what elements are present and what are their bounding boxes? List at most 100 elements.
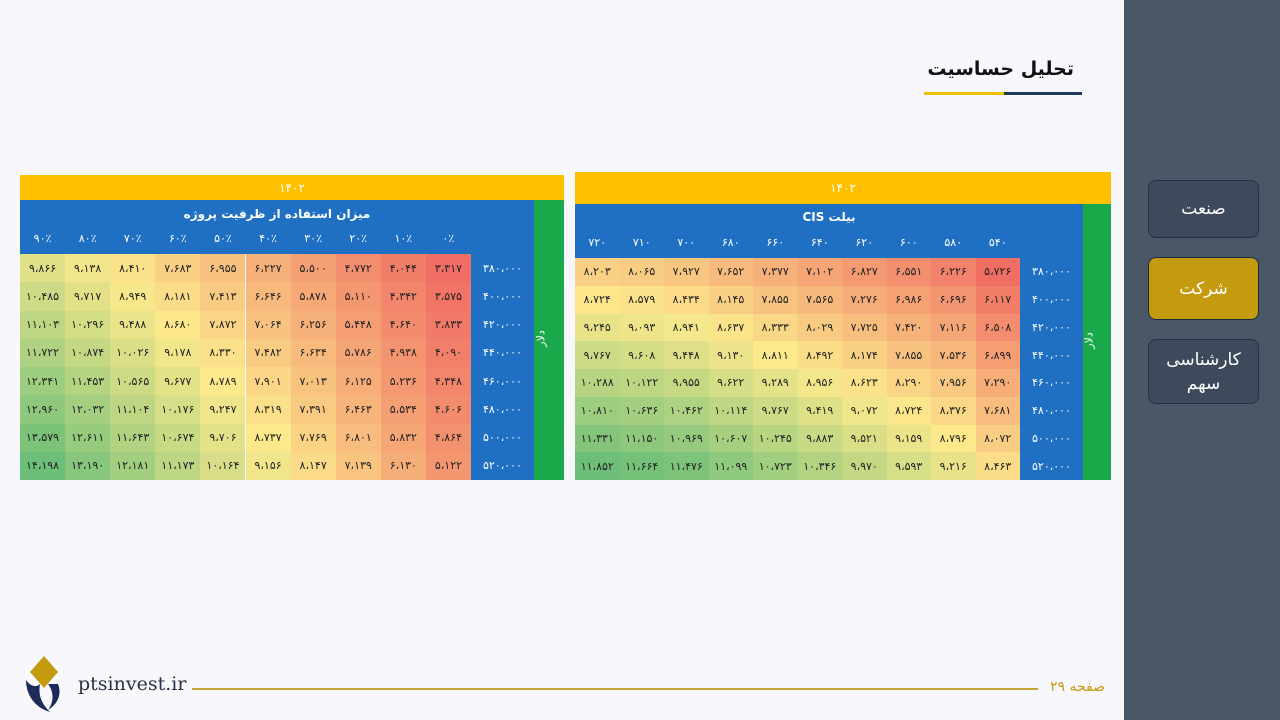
value-cell: ۱۴،۱۹۸ (20, 451, 66, 480)
column-header: ۷۰۰ (677, 236, 696, 249)
nav-stock-valuation-button[interactable]: کارشناسی سهم (1148, 339, 1259, 404)
value-cell: ۷،۳۷۷ (753, 258, 798, 286)
value-cell: ۷،۸۵۵ (886, 341, 931, 369)
column-header: ۷۱۰ (632, 236, 651, 249)
value-cell: ۹،۵۲۱ (842, 424, 887, 453)
value-cell: ۱۱،۰۹۹ (708, 452, 753, 480)
value-cell: ۹،۶۷۷ (155, 367, 201, 396)
value-cell: ۵،۴۴۸ (335, 310, 381, 339)
value-cell: ۴،۰۹۰ (425, 338, 471, 367)
value-cell: ۸،۹۵۶ (797, 369, 842, 397)
value-cell: ۹،۱۳۸ (65, 254, 111, 283)
column-header: ۷۲۰ (588, 236, 607, 249)
value-cell: ۸،۶۳۷ (708, 313, 753, 342)
row-header: ۵۰۰،۰۰۰ (483, 431, 522, 445)
value-cell: ۷،۹۲۷ (664, 258, 709, 286)
value-cell: ۵،۸۳۲ (380, 423, 426, 452)
value-cell: ۷،۴۱۳ (200, 282, 246, 311)
value-cell: ۸،۷۸۹ (200, 367, 246, 396)
row-header: ۴۸۰،۰۰۰ (483, 402, 522, 416)
value-cell: ۹،۰۹۳ (619, 313, 664, 342)
nav-company-button[interactable]: شرکت (1148, 257, 1259, 320)
variable-label: میزان استفاده از ظرفیت پروژه (183, 207, 371, 221)
value-cell: ۸،۶۸۰ (155, 310, 201, 339)
row-header-column: ۳۸۰،۰۰۰ ۴۰۰،۰۰۰ ۴۲۰،۰۰۰ ۴۴۰،۰۰۰ ۴۶۰،۰۰۰ ۴۸۰،۰… (471, 254, 534, 480)
column-header: ۶۴۰ (810, 236, 829, 249)
value-cell: ۱۰،۸۷۴ (65, 338, 111, 367)
page-title: تحلیل حساسیت (927, 58, 1074, 80)
column-header: ۸۰٪ (78, 232, 97, 245)
value-cell: ۷،۵۶۵ (797, 285, 842, 314)
value-cell: ۹،۵۹۳ (886, 452, 931, 480)
column-header: ۵۸۰ (944, 236, 963, 249)
page-number: صفحه ۲۹ (1050, 679, 1106, 695)
value-cell: ۱۰،۴۶۲ (664, 396, 709, 425)
value-cell: ۶،۲۵۶ (290, 310, 336, 339)
column-header: ۲۰٪ (349, 232, 368, 245)
website-link[interactable]: ptsinvest.ir (78, 673, 187, 695)
title-underline-gold (924, 92, 1004, 95)
value-cell: ۶،۹۸۶ (886, 285, 931, 314)
value-cell: ۱۰،۶۳۶ (619, 396, 664, 425)
value-cell: ۱۰،۱۷۶ (155, 395, 201, 424)
value-cell: ۷،۶۸۳ (155, 254, 201, 283)
column-header: ۰٪ (442, 232, 455, 245)
value-cell: ۱۱،۴۵۳ (65, 367, 111, 396)
value-cell: ۸،۹۴۹ (110, 282, 156, 311)
value-cell: ۶،۸۲۷ (842, 258, 887, 286)
value-cell: ۶،۶۴۶ (245, 282, 291, 311)
value-cell: ۵،۸۷۸ (290, 282, 336, 311)
value-cell: ۶،۱۳۰ (380, 451, 426, 480)
value-cell: ۳،۳۱۷ (425, 254, 471, 283)
value-cell: ۷،۸۷۲ (200, 310, 246, 339)
variable-label: بیلت CIS (802, 210, 856, 224)
value-cell: ۹،۴۸۸ (110, 310, 156, 339)
value-cell: ۶،۲۲۶ (931, 258, 976, 286)
row-header: ۴۸۰،۰۰۰ (1032, 404, 1071, 418)
column-header-band: بیلت CIS ۵۴۰ ۵۸۰ ۶۰۰ ۶۲۰ ۶۴۰ ۶۶۰ ۶۸۰ ۷۰۰ ۷۱۰ ۷۲۰ (575, 204, 1083, 258)
value-cell: ۴،۹۳۸ (380, 338, 426, 367)
value-cell: ۸،۷۲۴ (886, 396, 931, 425)
column-header: ۷۰٪ (123, 232, 142, 245)
value-cell: ۶،۸۰۱ (335, 423, 381, 452)
value-cell: ۹،۴۴۸ (664, 341, 709, 369)
row-header: ۴۶۰،۰۰۰ (1032, 376, 1071, 390)
value-cell: ۹،۶۲۲ (708, 369, 753, 397)
value-cell: ۹،۹۷۰ (842, 452, 887, 480)
value-cell: ۸،۳۷۶ (931, 396, 976, 425)
value-cell: ۷،۷۶۹ (290, 423, 336, 452)
value-cell: ۷،۶۸۱ (975, 396, 1020, 425)
value-cell: ۴،۶۴۰ (380, 310, 426, 339)
value-cell: ۹،۲۱۶ (931, 452, 976, 480)
nav-industry-button[interactable]: صنعت (1148, 180, 1259, 238)
row-header: ۵۲۰،۰۰۰ (1032, 459, 1071, 473)
value-cell: ۱۱،۱۷۳ (155, 451, 201, 480)
value-cell: ۹،۱۷۸ (155, 338, 201, 367)
value-cell: ۸،۴۹۲ (797, 341, 842, 369)
value-cell: ۳،۸۳۳ (425, 310, 471, 339)
value-cell: ۸،۱۷۴ (842, 341, 887, 369)
value-cell: ۷،۸۵۵ (753, 285, 798, 314)
value-cell: ۱۰،۶۷۴ (155, 423, 201, 452)
value-cell: ۷،۲۹۰ (975, 369, 1020, 397)
column-header: ۶۶۰ (766, 236, 785, 249)
year-header: ۱۴۰۲ (20, 175, 564, 200)
value-cell: ۸،۰۷۲ (975, 424, 1020, 453)
value-cell: ۱۰،۱۶۴ (200, 451, 246, 480)
value-cell: ۷،۳۹۱ (290, 395, 336, 424)
value-cell: ۸،۱۸۱ (155, 282, 201, 311)
value-cell: ۸،۷۳۷ (245, 423, 291, 452)
column-header: ۶۰۰ (899, 236, 918, 249)
side-label-strip: دلار (1083, 204, 1111, 480)
value-grid: ۳،۳۱۷ ۴،۰۴۴ ۴،۷۷۲ ۵،۵۰۰ ۶،۲۲۷ ۶،۹۵۵ ۷،۶۸۳ ۸،۴۱۰… (20, 254, 471, 480)
column-header: ۶۰٪ (168, 232, 187, 245)
value-cell: ۹،۷۶۷ (575, 341, 620, 369)
value-cell: ۷،۴۲۰ (886, 313, 931, 342)
value-cell: ۱۱،۷۲۲ (20, 338, 66, 367)
value-cell: ۴،۳۴۲ (380, 282, 426, 311)
value-cell: ۴،۳۴۸ (425, 367, 471, 396)
row-header: ۴۰۰،۰۰۰ (483, 289, 522, 303)
column-header: ۵۰٪ (214, 232, 232, 245)
value-cell: ۸،۵۷۹ (619, 285, 664, 314)
value-cell: ۶،۱۱۷ (975, 285, 1020, 314)
